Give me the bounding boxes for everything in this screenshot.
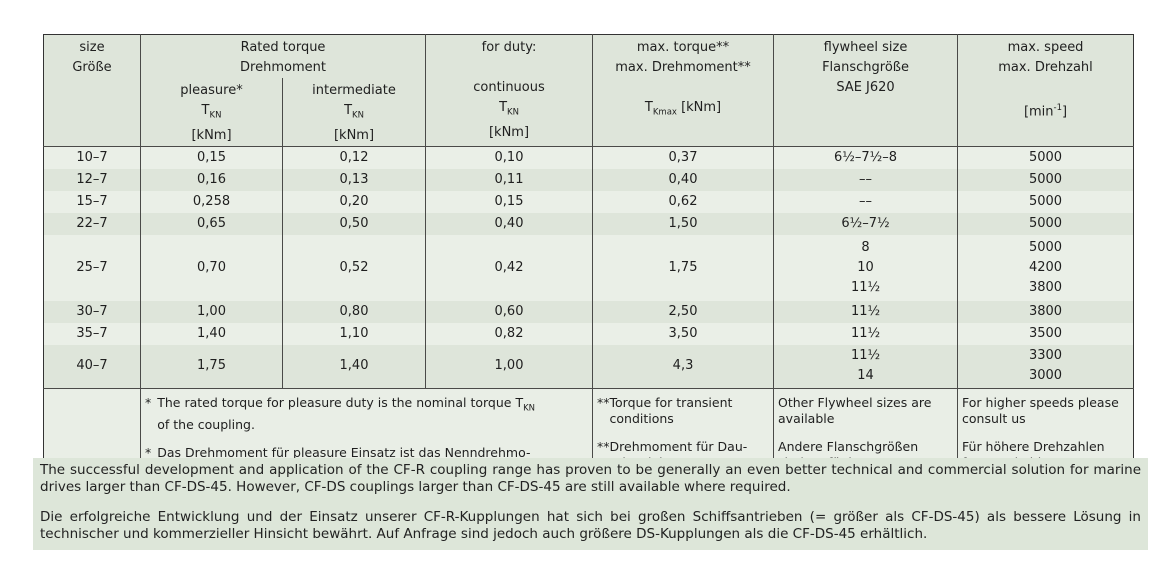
footnote-item: For higher speeds please consult us [962,395,1129,427]
cell-pleasure: 0,65 [140,212,283,235]
cell-max-speed: 3300 3000 [957,344,1134,389]
footnote-item: ** Torque for transient conditions [597,395,769,427]
cell-max-speed: 5000 [957,168,1134,191]
table-row: 10–7 0,15 0,12 0,10 0,37 6½–7½–8 5000 [43,146,1134,169]
cell-flywheel: 6½–7½–8 [773,146,958,169]
cell-size: 40–7 [43,344,141,389]
spec-table: size Größe Rated torque Drehmoment for dut… [43,34,1135,488]
cell-max-torque: 0,40 [592,168,774,191]
cell-max-torque: 1,75 [592,234,774,301]
cell-flywheel: 11½ [773,300,958,323]
cell-intermediate: 0,12 [281,146,426,169]
cell-pleasure: 0,16 [140,168,283,191]
cell-intermediate: 0,13 [281,168,426,191]
cell-max-torque: 0,37 [592,146,774,169]
cell-flywheel: –– [773,190,958,213]
footnote-text: Torque for transient conditions [609,395,733,427]
cell-max-speed: 5000 [957,212,1134,235]
notes-paragraph-en: The successful development and applicati… [40,462,1141,495]
footnote-text: The rated torque for pleasure duty is th… [157,395,536,432]
cell-intermediate: 0,50 [281,212,426,235]
cell-size: 35–7 [43,322,141,345]
header-row-top: size Größe Rated torque Drehmoment for dut… [43,34,1134,147]
header-rated-torque: Rated torque Drehmoment [139,34,426,78]
header-row-sub: pleasure* TKN [kNm] intermediate TKN [kNm] [44,78,1134,147]
cell-flywheel: 6½–7½ [773,212,958,235]
cell-continuous: 0,42 [425,234,593,301]
cell-pleasure: 0,258 [140,190,283,213]
cell-max-torque: 1,50 [592,212,774,235]
footnote-marker: ** [597,439,610,455]
footnote-item: Other Flywheel sizes are available [778,395,953,427]
cell-continuous: 0,60 [425,300,593,323]
notes-paragraph-de: Die erfolgreiche Entwicklung und der Ein… [40,509,1141,542]
cell-max-speed: 5000 [957,146,1134,169]
cell-size: 25–7 [43,234,141,301]
table-row: 12–7 0,16 0,13 0,11 0,40 –– 5000 [43,168,1134,191]
header-for-duty: for duty: continuous TKN [kNm] [425,34,593,147]
cell-continuous: 1,00 [425,344,593,389]
cell-max-speed: 3800 [957,300,1134,323]
cell-max-torque: 2,50 [592,300,774,323]
footnote-marker: ** [597,395,610,411]
cell-intermediate: 0,52 [281,234,426,301]
table-row: 30–7 1,00 0,80 0,60 2,50 11½ 3800 [43,300,1134,323]
header-size: size Größe [43,34,141,147]
cell-pleasure: 1,00 [140,300,283,323]
cell-pleasure: 1,75 [140,344,283,389]
cell-intermediate: 1,10 [281,322,426,345]
cell-continuous: 0,82 [425,322,593,345]
table-row: 40–7 1,75 1,40 1,00 4,3 11½ 14 3300 3000 [43,344,1134,389]
cell-size: 10–7 [43,146,141,169]
footnote-marker: * [145,444,152,460]
cell-continuous: 0,15 [425,190,593,213]
cell-size: 30–7 [43,300,141,323]
table-row: 35–7 1,40 1,10 0,82 3,50 11½ 3500 [43,322,1134,345]
header-flywheel: flywheel size Flanschgröße SAE J620 [773,34,958,147]
cell-pleasure: 0,15 [140,146,283,169]
footnote-marker: * [145,395,152,411]
table-row: 22–7 0,65 0,50 0,40 1,50 6½–7½ 5000 [43,212,1134,235]
cell-max-speed: 5000 4200 3800 [957,234,1134,301]
cell-intermediate: 0,80 [281,300,426,323]
cell-pleasure: 0,70 [140,234,283,301]
cell-max-speed: 5000 [957,190,1134,213]
cell-continuous: 0,10 [425,146,593,169]
cell-max-torque: 3,50 [592,322,774,345]
notes-block: The successful development and applicati… [33,458,1148,550]
cell-flywheel: 11½ 14 [773,344,958,389]
cell-continuous: 0,40 [425,212,593,235]
table-row: 25–7 0,70 0,52 0,42 1,75 8 10 11½ 5000 4200… [43,234,1134,301]
header-max-speed: max. speed max. Drehzahl [min-1] [957,34,1134,147]
cell-intermediate: 1,40 [281,344,426,389]
cell-size: 22–7 [43,212,141,235]
cell-continuous: 0,11 [425,168,593,191]
cell-max-speed: 3500 [957,322,1134,345]
header-pleasure: pleasure* TKN [kNm] [140,78,283,147]
footnote-item: * The rated torque for pleasure duty is … [145,395,588,433]
header-intermediate: intermediate TKN [kNm] [281,78,426,147]
cell-max-torque: 0,62 [592,190,774,213]
cell-max-torque: 4,3 [592,344,774,389]
cell-flywheel: 11½ [773,322,958,345]
footnote-text: For higher speeds please consult us [962,395,1119,427]
cell-flywheel: 8 10 11½ [773,234,958,301]
cell-size: 15–7 [43,190,141,213]
cell-intermediate: 0,20 [281,190,426,213]
table-row: 15–7 0,258 0,20 0,15 0,62 –– 5000 [43,190,1134,213]
cell-size: 12–7 [43,168,141,191]
header-max-torque: max. torque** max. Drehmoment** TKmax [kNm… [592,34,774,147]
cell-flywheel: –– [773,168,958,191]
cell-pleasure: 1,40 [140,322,283,345]
footnote-text: Other Flywheel sizes are available [778,395,932,427]
